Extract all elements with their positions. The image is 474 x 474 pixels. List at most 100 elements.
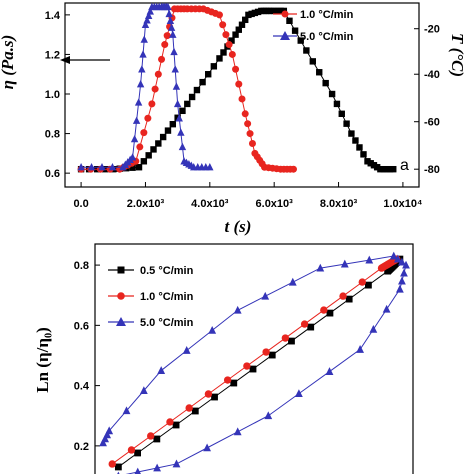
data-point-a: [267, 7, 275, 15]
data-point-a: [164, 127, 172, 134]
data-point-a: [151, 85, 159, 93]
data-point-b: [117, 471, 120, 474]
data-point-a: [140, 129, 148, 137]
data-point-b: [295, 389, 303, 398]
data-point-a: [199, 78, 206, 86]
data-point-b: [356, 345, 364, 353]
data-point-a: [129, 164, 136, 171]
data-point-a: [144, 114, 152, 122]
data-point-a: [367, 160, 374, 167]
data-point-a: [228, 50, 236, 58]
data-point-b: [320, 306, 328, 314]
data-point-a: [188, 93, 196, 101]
data-point-b: [103, 430, 112, 439]
legend-b-marker-3: [116, 317, 126, 326]
data-point-a: [390, 165, 397, 173]
data-point-b: [262, 348, 270, 356]
data-point-a: [171, 65, 179, 73]
x-tick-label-a: 6.0x10³: [256, 198, 294, 210]
data-point-b: [191, 407, 199, 415]
data-point-b: [134, 467, 141, 474]
panel-a-series: [77, 2, 397, 173]
data-point-a: [87, 163, 96, 171]
data-point-b: [233, 305, 242, 314]
legend-b-label-2: 1.0 °C/min: [140, 291, 194, 303]
y-axis-label-b: Ln (η/η₀): [33, 327, 52, 393]
x-tick-label-a: 4.0x10³: [191, 198, 229, 210]
data-point-a: [386, 165, 394, 173]
data-point-a: [232, 31, 239, 38]
data-point-a: [141, 20, 150, 28]
data-point-b: [208, 325, 217, 334]
data-point-b: [243, 362, 251, 370]
data-point-b: [365, 255, 374, 264]
y-axis-label-right: T (°C): [448, 33, 467, 77]
panel-b-frame: [94, 243, 414, 474]
data-point-a: [161, 41, 169, 49]
data-point-b: [139, 386, 148, 395]
data-point-b: [153, 435, 161, 443]
data-point-a: [150, 146, 157, 153]
legend-a-label-2: 5.0 °C/min: [300, 31, 354, 43]
data-point-b: [147, 432, 155, 440]
data-point-a: [173, 99, 182, 108]
data-point-b: [99, 438, 107, 447]
data-point-a: [145, 152, 152, 159]
data-point-a: [216, 55, 223, 62]
data-point-a: [242, 16, 249, 24]
data-point-a: [219, 21, 227, 29]
data-point-a: [248, 139, 256, 147]
data-point-a: [348, 130, 355, 137]
data-point-a: [154, 70, 162, 78]
data-point-b: [203, 443, 211, 452]
data-point-b: [339, 292, 347, 300]
data-point-b: [369, 324, 378, 333]
axis-arrow-head: [60, 56, 70, 64]
data-point-b: [382, 304, 391, 313]
y-tick-label-b: 0.6: [74, 320, 89, 332]
data-point-a: [380, 165, 387, 173]
data-point-b: [172, 459, 181, 468]
data-point-b: [288, 277, 297, 286]
data-point-a: [210, 63, 218, 70]
data-point-a: [245, 11, 252, 19]
data-point-a: [352, 137, 359, 144]
data-point-a: [297, 37, 304, 44]
data-point-a: [228, 37, 235, 44]
data-point-b: [281, 334, 290, 342]
panel-b-series: [99, 251, 410, 474]
data-point-a: [140, 35, 148, 43]
data-point-b: [153, 463, 162, 472]
data-point-b: [402, 260, 410, 269]
x-tick-label-a: 8.0x10³: [320, 198, 358, 210]
data-point-a: [166, 16, 175, 25]
data-point-b: [365, 281, 372, 289]
data-point-a: [170, 47, 178, 56]
panel-a-frame: [64, 2, 420, 188]
data-point-a: [144, 11, 153, 20]
y-axis-label-left: η (Pa.s): [0, 35, 17, 90]
data-point-a: [179, 107, 186, 115]
series-line-b: [102, 255, 407, 474]
data-point-a: [356, 144, 363, 151]
legend-b-label-3: 5.0 °C/min: [140, 317, 194, 329]
data-point-a: [343, 120, 350, 127]
data-point-b: [395, 284, 404, 293]
legend-b-label-1: 0.5 °C/min: [140, 265, 194, 277]
data-point-b: [268, 351, 276, 359]
data-point-a: [108, 163, 117, 171]
data-point-a: [163, 32, 171, 40]
series-line-a: [81, 6, 210, 168]
data-point-a: [158, 55, 166, 63]
y-tick-label-b: 0.8: [74, 260, 89, 272]
data-point-a: [274, 7, 281, 15]
data-point-b: [105, 426, 114, 435]
data-point-a: [175, 114, 183, 122]
data-point-b: [108, 460, 116, 468]
data-point-a: [165, 9, 173, 18]
data-point-a: [130, 134, 139, 143]
data-point-a: [364, 158, 371, 165]
data-point-b: [393, 254, 402, 263]
data-point-b: [316, 263, 325, 272]
data-point-a: [232, 65, 240, 73]
